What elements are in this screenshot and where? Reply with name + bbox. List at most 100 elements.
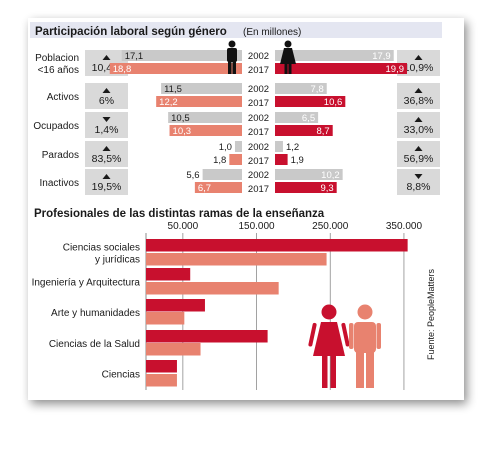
bar-value-label: 6,7: [198, 183, 211, 194]
female-2002-bar: [275, 83, 327, 94]
arrow-down-icon: [414, 174, 423, 179]
category-label: Ciencias sociales: [63, 242, 140, 253]
female-change-value: 56,9%: [404, 153, 434, 165]
female-bar: [146, 239, 408, 252]
bar-value-label: 6,5: [302, 113, 315, 124]
male-2002-bar: [234, 141, 242, 152]
year-label: 2002: [248, 170, 269, 181]
female-2002-bar: [275, 112, 319, 123]
male-figure-icon: [227, 40, 237, 74]
bar-value-label: 7,8: [311, 84, 324, 95]
section2-title: Profesionales de las distintas ramas de …: [34, 208, 325, 220]
bar-value-label: 5,6: [186, 170, 199, 181]
female-change-value: 8,8%: [407, 181, 431, 193]
female-2017-bar: [275, 125, 333, 136]
year-label: 2017: [248, 184, 269, 195]
bar-value-label: 1,8: [213, 155, 226, 166]
category-label: <16 años: [38, 65, 79, 76]
male-2002-bar: [168, 112, 242, 123]
male-bar: [146, 312, 185, 325]
bar-value-label: 17,1: [125, 51, 143, 62]
category-label: Parados: [42, 150, 79, 161]
bar-value-label: 10,3: [173, 126, 192, 137]
source-note: Fuente: PeopleMatters: [426, 268, 436, 360]
female-figure-icon: [308, 304, 350, 388]
male-change-value: 1,4%: [95, 124, 119, 136]
year-label: 2002: [248, 51, 269, 62]
female-change-box: [397, 112, 440, 138]
category-label: Inactivos: [40, 178, 79, 189]
year-label: 2002: [248, 113, 269, 124]
bar-value-label: 10,5: [171, 113, 190, 124]
male-figure-icon: [349, 304, 381, 388]
tick-label: 150.000: [238, 221, 275, 232]
male-bar: [146, 343, 201, 356]
section1-chart: Poblacion<16 años 10,4% 10,9%2002201717,11…: [33, 50, 440, 195]
male-change-box: [85, 141, 128, 167]
bar-value-label: 1,9: [291, 155, 304, 166]
male-change-box: [85, 83, 128, 109]
female-bar: [146, 360, 177, 373]
section2-chart: 50.000 150.000 250.000 350.000 Ciencias soci…: [32, 221, 423, 390]
female-2017-bar: [275, 63, 407, 74]
bar-value-label: 8,7: [316, 126, 329, 137]
male-2017-bar: [169, 125, 242, 136]
arrow-up-icon: [102, 55, 111, 60]
male-2017-bar: [194, 182, 242, 193]
female-2002-bar: [275, 141, 283, 152]
male-2017-bar: [229, 154, 242, 165]
female-change-value: 10,9%: [404, 62, 434, 74]
year-label: 2002: [248, 84, 269, 95]
female-change-box: [397, 83, 440, 109]
arrow-up-icon: [414, 88, 423, 93]
section1-header-bar: [30, 22, 442, 38]
female-figure-icon: [280, 40, 296, 74]
category-label: Poblacion: [35, 53, 79, 64]
female-2017-bar: [275, 182, 337, 193]
arrow-up-icon: [414, 55, 423, 60]
bar-value-label: 19,9: [386, 64, 405, 75]
female-bar: [146, 268, 191, 281]
male-2002-bar: [161, 83, 242, 94]
bar-value-label: 1,2: [286, 142, 299, 153]
tick-label: 250.000: [312, 221, 349, 232]
female-2017-bar: [275, 154, 288, 165]
male-2002-bar: [202, 169, 242, 180]
female-change-box: [397, 141, 440, 167]
category-label: Activos: [47, 92, 79, 103]
female-change-value: 33,0%: [404, 124, 434, 136]
female-2002-bar: [275, 169, 343, 180]
year-label: 2017: [248, 98, 269, 109]
category-label: Ciencias de la Salud: [49, 339, 140, 350]
category-label: Ocupados: [33, 121, 79, 132]
male-2002-bar: [121, 50, 242, 61]
male-change-box: [85, 169, 128, 195]
bar-value-label: 17,9: [372, 51, 391, 62]
male-bar: [146, 253, 327, 266]
male-change-value: 19,5%: [92, 181, 122, 193]
female-bar: [146, 299, 205, 312]
female-2002-bar: [275, 50, 394, 61]
female-change-box: [397, 169, 440, 195]
category-label: Ingeniería y Arquitectura: [32, 277, 141, 288]
bar-value-label: 12,2: [159, 97, 178, 108]
year-label: 2017: [248, 65, 269, 76]
female-2017-bar: [275, 96, 346, 107]
male-bar: [146, 282, 279, 295]
male-change-value: 83,5%: [92, 153, 122, 165]
arrow-up-icon: [414, 117, 423, 122]
tick-label: 350.000: [386, 221, 423, 232]
arrow-up-icon: [414, 146, 423, 151]
tick-label: 50.000: [168, 221, 199, 232]
bar-value-label: 1,0: [219, 142, 232, 153]
bar-value-label: 9,3: [320, 183, 333, 194]
arrow-down-icon: [102, 117, 111, 122]
category-label: y jurídicas: [95, 254, 140, 265]
male-bar: [146, 374, 177, 387]
bar-value-label: 11,5: [164, 84, 182, 95]
year-label: 2002: [248, 142, 269, 153]
year-label: 2017: [248, 156, 269, 167]
category-label: Ciencias: [102, 369, 140, 380]
